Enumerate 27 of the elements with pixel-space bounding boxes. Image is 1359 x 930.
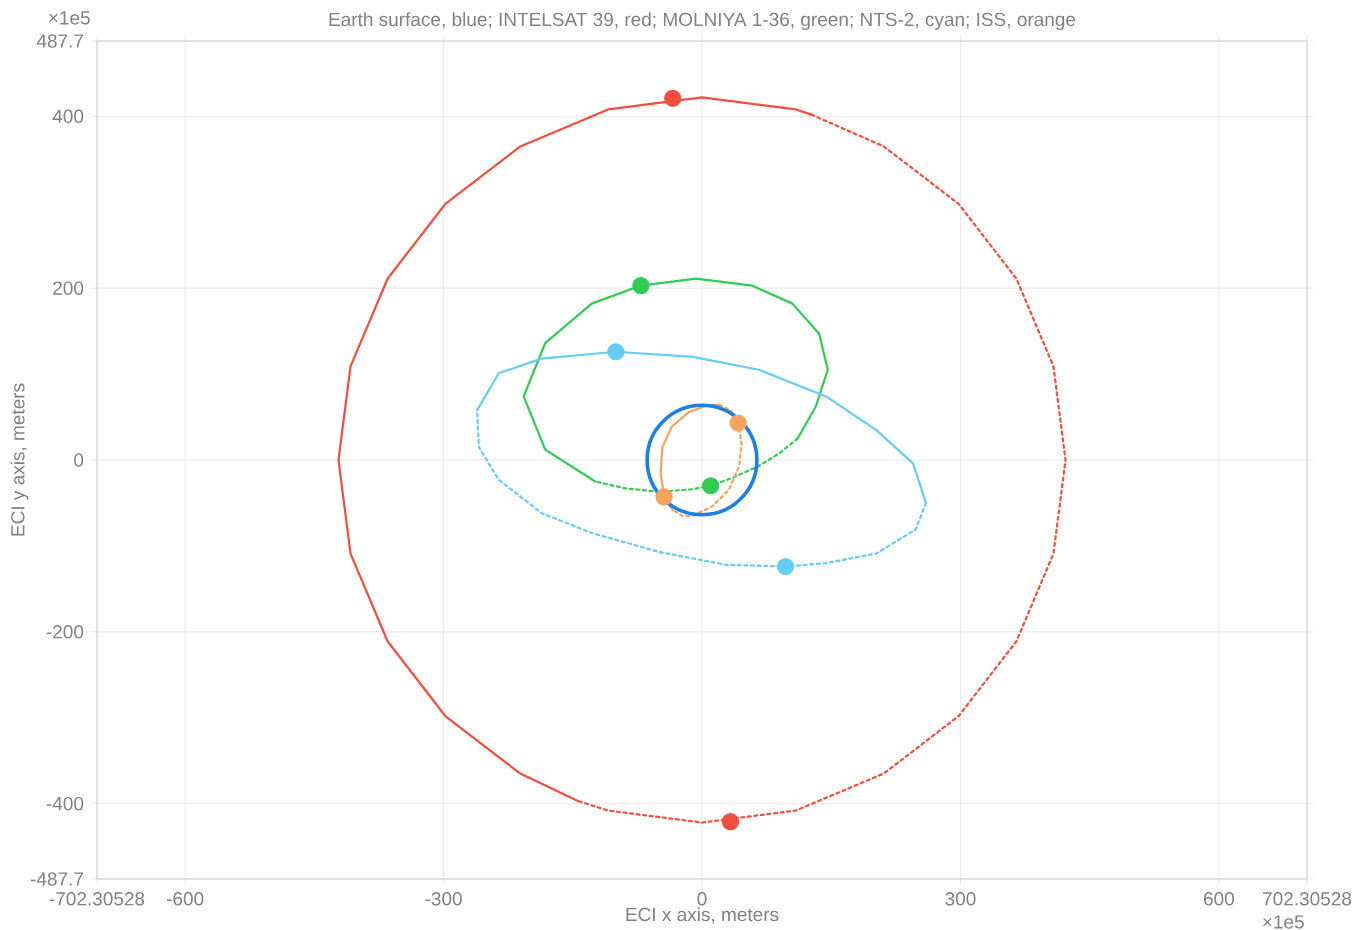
x-tick-label: 0	[697, 892, 707, 906]
y-axis-title: ECI y axis, meters	[10, 383, 29, 536]
chart-title: Earth surface, blue; INTELSAT 39, red; MOLNIYA 1-36, green; NTS-2, cyan; ISS, orange	[329, 12, 1076, 30]
point	[655, 488, 673, 506]
point	[607, 343, 625, 361]
y-tick-label: -487.7	[30, 872, 83, 886]
x-tick-label: 702.30528	[1263, 892, 1352, 906]
x-tick-label: -600	[166, 892, 204, 906]
x-tick-label: -702.30528	[49, 892, 145, 906]
x-tick-label: 600	[1204, 892, 1234, 906]
y-tick-label: -400	[46, 796, 84, 811]
y-tick-label: -200	[46, 625, 84, 639]
x-tick-label: 300	[945, 892, 976, 906]
point	[729, 414, 747, 432]
text: ×1e5	[49, 11, 90, 25]
point	[632, 276, 650, 295]
point	[776, 557, 795, 576]
y-tick-label: 0	[74, 453, 84, 467]
point	[702, 477, 720, 495]
x-tick-label: -300	[425, 892, 462, 906]
y-tick-label: 200	[53, 281, 84, 295]
x-axis-title: ECI x axis, meters	[626, 907, 779, 924]
y-tick-label: 487.7	[36, 34, 83, 48]
y-tick-label: 400	[52, 109, 84, 124]
point	[721, 813, 740, 831]
point	[664, 89, 682, 107]
text: ×1e5	[1263, 915, 1304, 929]
